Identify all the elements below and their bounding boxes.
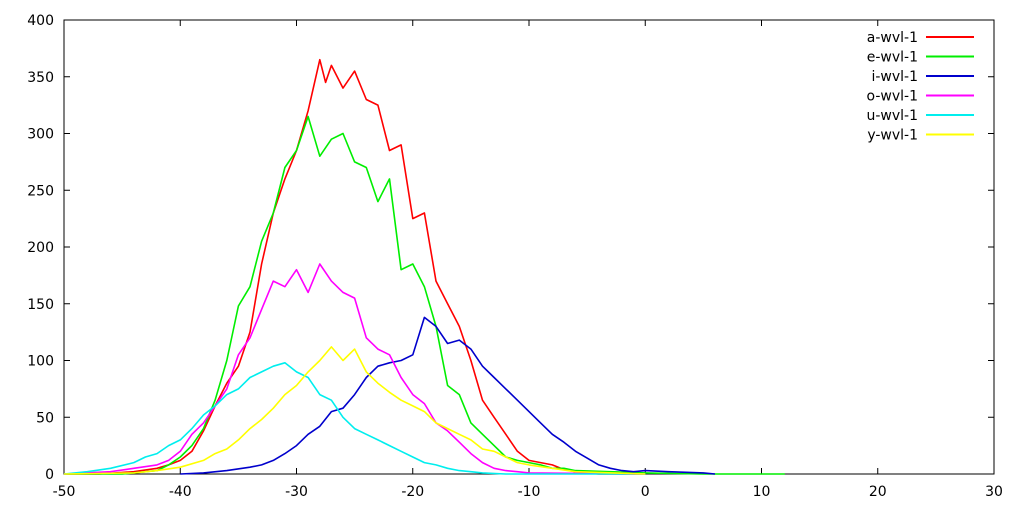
legend: a-wvl-1 e-wvl-1 i-wvl-1 o-wvl-1 u-wvl-1 y-wvl… <box>866 30 974 144</box>
legend-label-i-wvl-1: i-wvl-1 <box>871 69 918 85</box>
y-tick-label: 400 <box>27 13 54 29</box>
legend-label-e-wvl-1: e-wvl-1 <box>867 50 918 66</box>
legend-label-u-wvl-1: u-wvl-1 <box>866 108 918 124</box>
x-tick-label: 10 <box>753 484 771 500</box>
y-tick-label: 100 <box>27 354 54 370</box>
x-tick-label: -20 <box>401 484 424 500</box>
y-tick-label: 0 <box>45 467 54 483</box>
y-tick-label: 350 <box>27 70 54 86</box>
x-tick-label: -10 <box>518 484 541 500</box>
legend-label-o-wvl-1: o-wvl-1 <box>867 89 918 105</box>
x-tick-label: 30 <box>985 484 1003 500</box>
series-line-a-wvl-1 <box>64 58 646 475</box>
x-tick-label: -40 <box>169 484 192 500</box>
legend-label-y-wvl-1: y-wvl-1 <box>867 128 918 144</box>
y-tick-label: 300 <box>27 127 54 143</box>
y-tick-label: 150 <box>27 297 54 313</box>
series-line-o-wvl-1 <box>63 263 646 475</box>
series-line-i-wvl-1 <box>180 316 716 475</box>
x-tick-label: 20 <box>869 484 887 500</box>
series-line-y-wvl-1 <box>63 346 646 475</box>
series-layer <box>63 58 785 475</box>
legend-label-a-wvl-1: a-wvl-1 <box>867 30 918 46</box>
x-tick-label: 0 <box>641 484 650 500</box>
series-line-e-wvl-1 <box>64 115 785 475</box>
series-line-u-wvl-1 <box>63 361 646 475</box>
y-tick-label: 200 <box>27 240 54 256</box>
axis-ticks: -50 -40 -30 -20 -10 0 10 20 30050100150200250300… <box>27 13 1003 500</box>
plot-frame <box>63 19 995 475</box>
y-tick-label: 50 <box>36 410 54 426</box>
y-tick-label: 250 <box>27 183 54 199</box>
x-tick-label: -50 <box>53 484 76 500</box>
x-tick-label: -30 <box>285 484 308 500</box>
plot-border <box>63 19 995 475</box>
